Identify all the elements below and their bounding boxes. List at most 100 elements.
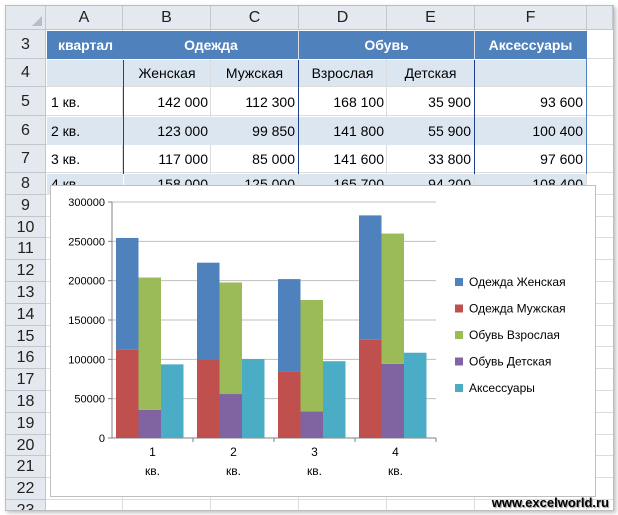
border-line xyxy=(474,60,475,174)
bar-clothes xyxy=(197,262,220,360)
row-header-13[interactable]: 13 xyxy=(6,282,46,304)
cell-e-row7[interactable]: 33 800 xyxy=(428,151,471,167)
column-header-empty[interactable] xyxy=(587,6,613,30)
legend-swatch xyxy=(455,304,463,313)
row-header-22[interactable]: 22 xyxy=(6,478,46,500)
chart-svg: 0 50000 100000 150000 200000 250000 300000 1 кв.… xyxy=(68,197,566,478)
row-header-7[interactable]: 7 xyxy=(6,145,46,173)
cell-c-row5[interactable]: 112 300 xyxy=(245,94,295,110)
chart-area[interactable]: 0 50000 100000 150000 200000 250000 300000 1 кв.… xyxy=(50,185,596,497)
row-header-4[interactable]: 4 xyxy=(6,59,46,87)
bar-acc xyxy=(161,364,184,438)
cell-a4[interactable] xyxy=(47,60,123,86)
cell-b4[interactable]: Женская xyxy=(124,60,210,86)
row-header-16[interactable]: 16 xyxy=(6,347,46,370)
legend-swatch xyxy=(455,278,463,286)
cell-e-row6[interactable]: 55 900 xyxy=(387,117,474,145)
cell-f-row7[interactable]: 97 600 xyxy=(540,151,583,167)
y-tick-label: 250000 xyxy=(68,236,105,248)
column-header-d[interactable]: D xyxy=(299,6,387,30)
cell-b3-merged[interactable]: Одежда xyxy=(124,31,298,59)
cell-c4[interactable]: Мужская xyxy=(211,60,298,86)
x-tick-label: 2 xyxy=(230,445,237,459)
column-header-a[interactable]: A xyxy=(46,6,123,30)
y-tick-label: 150000 xyxy=(68,315,105,327)
cell-q-row5[interactable]: 1 кв. xyxy=(51,94,81,110)
bar-shoes xyxy=(300,300,323,412)
row-header-15[interactable]: 15 xyxy=(6,325,46,348)
border-line xyxy=(298,60,299,174)
cell-d3-merged[interactable]: Обувь xyxy=(299,31,474,59)
row-header-3[interactable]: 3 xyxy=(6,30,46,59)
y-tick-label: 100000 xyxy=(68,354,105,366)
legend-label: Одежда Мужская xyxy=(469,302,566,316)
cell-f-row5[interactable]: 93 600 xyxy=(540,94,583,110)
x-tick-label: кв. xyxy=(226,464,241,478)
cell-d-row5[interactable]: 168 100 xyxy=(333,94,384,110)
row-header-23[interactable]: 23 xyxy=(6,500,46,510)
legend-label: Обувь Детская xyxy=(469,355,551,369)
bar-shoes xyxy=(219,282,242,395)
cell-b-row5[interactable]: 142 000 xyxy=(157,94,208,110)
row-header-10[interactable]: 10 xyxy=(6,216,46,239)
cell-e4[interactable]: Детская xyxy=(387,60,474,86)
row-header-17[interactable]: 17 xyxy=(6,369,46,391)
legend-label: Аксессуары xyxy=(469,381,535,395)
row-header-18[interactable]: 18 xyxy=(6,391,46,413)
bar-shoes xyxy=(138,409,161,438)
cell-f4[interactable] xyxy=(475,60,586,86)
row-header-9[interactable]: 9 xyxy=(6,194,46,217)
border-line xyxy=(586,31,587,174)
x-tick-label: кв. xyxy=(388,464,403,478)
bar-shoes xyxy=(300,411,323,438)
cell-b-row7[interactable]: 117 000 xyxy=(158,151,208,167)
cell-c-row6[interactable]: 99 850 xyxy=(211,117,298,145)
cell-b-row6[interactable]: 123 000 xyxy=(124,117,211,145)
bar-clothes xyxy=(278,371,301,438)
bar-shoes xyxy=(381,233,404,364)
select-all-corner[interactable] xyxy=(6,6,46,30)
row-header-19[interactable]: 19 xyxy=(6,412,46,435)
y-tick-label: 300000 xyxy=(68,197,105,209)
bar-acc xyxy=(404,352,427,438)
row-header-11[interactable]: 11 xyxy=(6,238,46,261)
row-header-12[interactable]: 12 xyxy=(6,260,46,282)
column-header-e[interactable]: E xyxy=(387,6,475,30)
watermark: www.excelworld.ru xyxy=(491,495,609,510)
border-line xyxy=(123,60,124,174)
x-tick-label: кв. xyxy=(307,464,322,478)
grid-line xyxy=(46,499,613,500)
bar-shoes xyxy=(219,394,242,438)
legend-label: Одежда Женская xyxy=(469,275,566,289)
cell-c-row7[interactable]: 85 000 xyxy=(252,151,295,167)
cell-q-row7[interactable]: 3 кв. xyxy=(51,151,81,167)
row-header-6[interactable]: 6 xyxy=(6,116,46,145)
cell-d-row7[interactable]: 141 600 xyxy=(333,151,384,167)
bar-clothes xyxy=(278,279,301,372)
legend-label: Обувь Взрослая xyxy=(469,328,560,342)
cell-a3[interactable]: квартал xyxy=(47,31,124,59)
row-header-14[interactable]: 14 xyxy=(6,303,46,326)
cell-q-row6[interactable]: 2 кв. xyxy=(47,117,123,145)
column-header-f[interactable]: F xyxy=(475,6,587,30)
row-header-21[interactable]: 21 xyxy=(6,456,46,479)
row-header-20[interactable]: 20 xyxy=(6,434,46,457)
row-header-8[interactable]: 8 xyxy=(6,173,46,195)
cell-d4[interactable]: Взрослая xyxy=(299,60,386,86)
cell-f3[interactable]: Аксессуары xyxy=(475,31,586,59)
column-header-c[interactable]: C xyxy=(211,6,299,30)
cell-f-row6[interactable]: 100 400 xyxy=(475,117,586,145)
bar-clothes xyxy=(359,339,382,438)
column-header-b[interactable]: B xyxy=(123,6,211,30)
cell-e-row5[interactable]: 35 900 xyxy=(428,94,471,110)
cell-d-row6[interactable]: 141 800 xyxy=(299,117,387,145)
legend-swatch xyxy=(455,331,463,339)
bar-acc xyxy=(242,359,265,438)
bar-clothes xyxy=(359,215,382,340)
bar-clothes xyxy=(116,349,139,438)
bar-shoes xyxy=(381,363,404,438)
row-header-5[interactable]: 5 xyxy=(6,87,46,116)
y-tick-label: 0 xyxy=(99,433,105,445)
legend-swatch xyxy=(455,384,463,392)
